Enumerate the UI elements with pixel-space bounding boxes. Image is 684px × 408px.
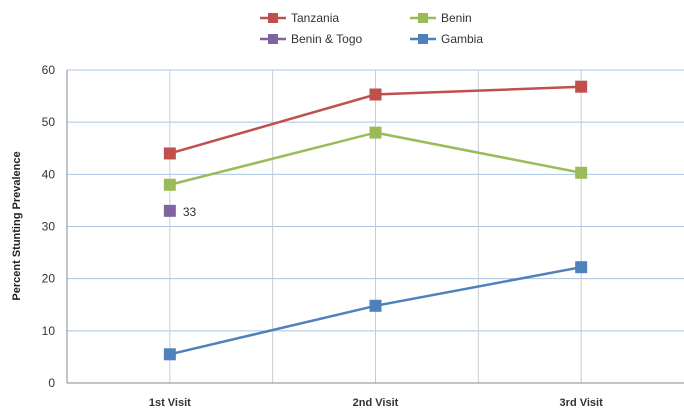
legend-label: Benin & Togo [291,32,362,46]
legend-label: Gambia [441,32,483,46]
data-point [163,178,176,191]
legend-marker [268,34,278,44]
y-tick-label: 10 [42,324,56,338]
series-gambia [163,261,588,361]
data-point [163,348,176,361]
y-tick-label: 60 [42,63,56,77]
series-group: 33 [163,80,588,361]
series-tanzania [163,80,588,160]
data-point [163,204,176,217]
legend-item: Gambia [410,32,483,46]
series-benin [163,126,588,191]
y-tick-label: 20 [42,272,56,286]
y-tick-label: 0 [48,376,55,390]
x-tick-label: 2nd Visit [353,397,399,408]
y-axis-label: Percent Stunting Prevalence [11,151,23,300]
y-tick-label: 40 [42,167,56,181]
x-tick-label: 3rd Visit [560,397,604,408]
y-tick-label: 50 [42,115,56,129]
data-label: 33 [183,205,197,219]
legend-marker [418,34,428,44]
legend-label: Benin [441,11,472,25]
x-tick-label: 1st Visit [149,397,191,408]
axes: 0 10 20 30 40 50 60 1st Visit 2nd Visit 3rd Visit [42,63,684,408]
data-point [369,299,382,312]
legend-item: Benin & Togo [260,32,362,46]
legend: Tanzania Benin Benin & Togo Gambia [260,11,483,46]
data-point [163,147,176,160]
data-point [575,261,588,274]
legend-marker [268,13,278,23]
y-tick-label: 30 [42,220,56,234]
legend-label: Tanzania [291,11,339,25]
legend-marker [418,13,428,23]
data-point [575,166,588,179]
data-point [575,80,588,93]
data-point [369,126,382,139]
legend-item: Tanzania [260,11,339,25]
gridlines [67,69,684,383]
series-benin-togo: 33 [163,204,197,219]
legend-item: Benin [410,11,472,25]
data-point [369,88,382,101]
